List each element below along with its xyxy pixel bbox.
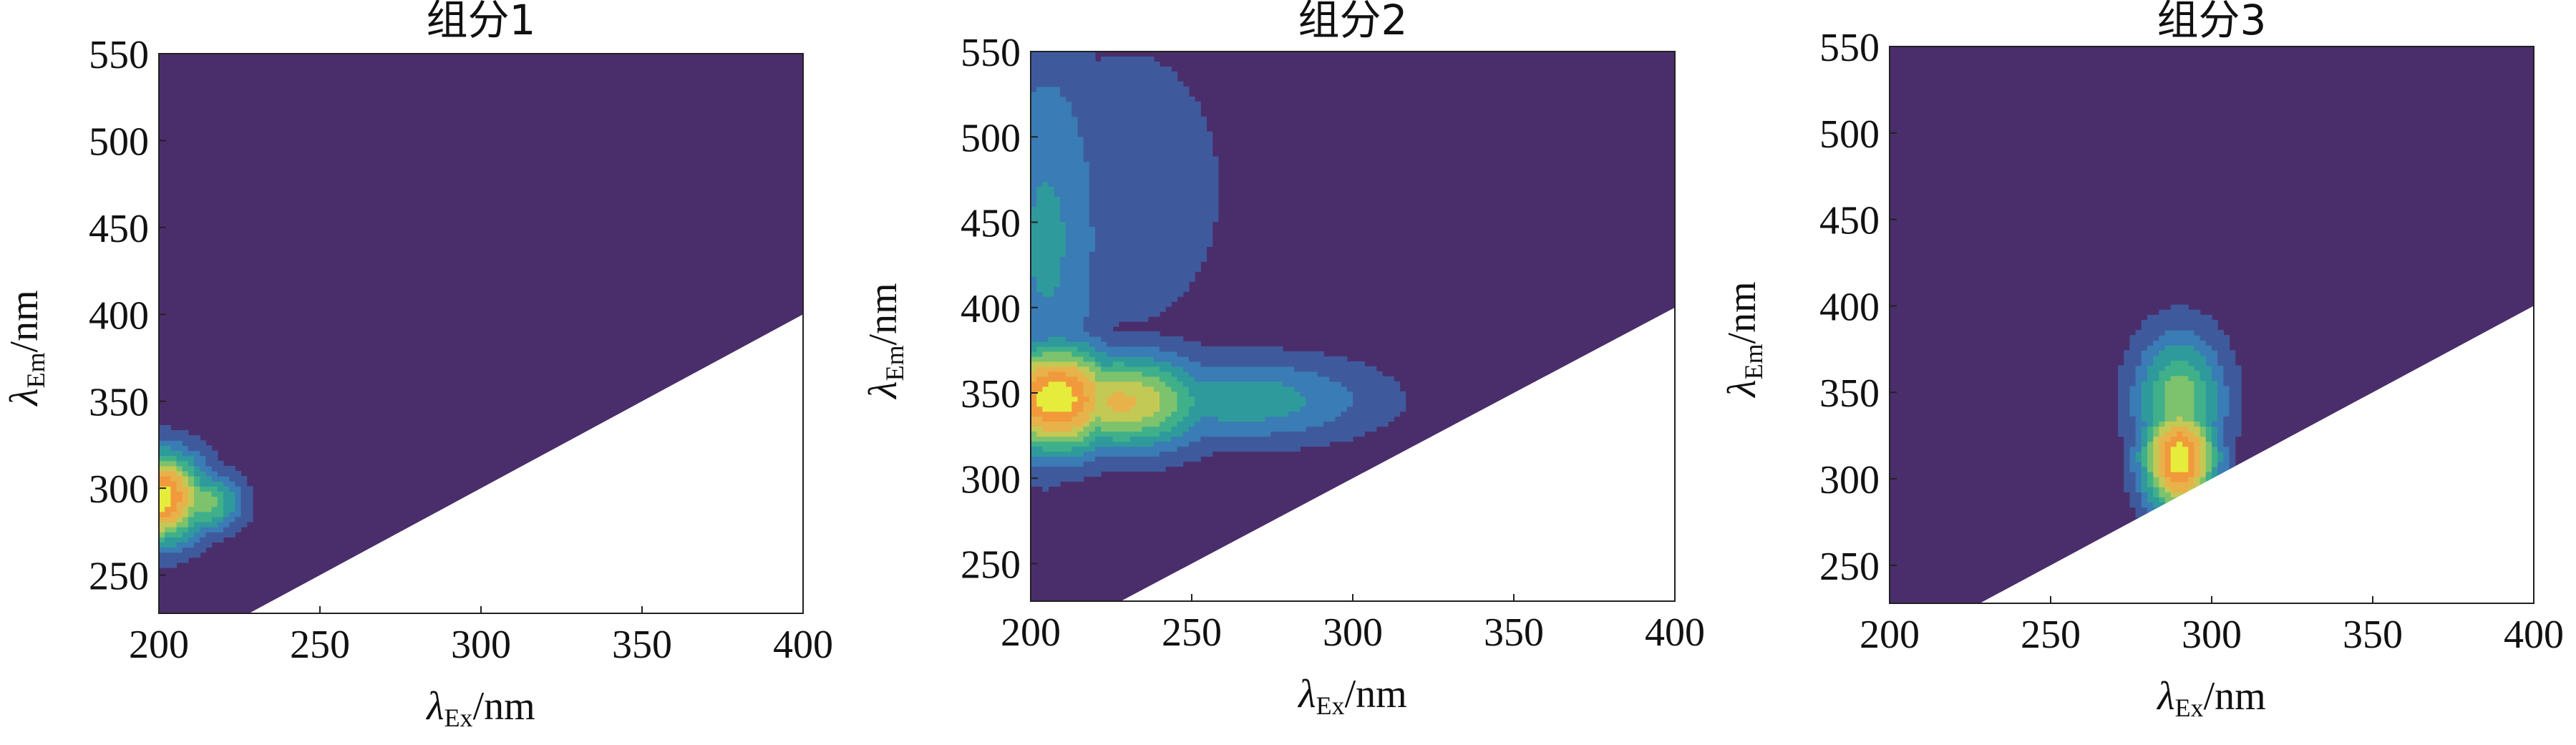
panel-component-1: 组分1 250 300 350 400 450 500 550 200 250 300 350 400 λ…: [0, 0, 858, 745]
y-tick-label: 350: [1819, 371, 1880, 416]
y-tick-label: 550: [89, 33, 149, 77]
y-tick-label: 250: [1819, 545, 1880, 589]
chart-title: 组分2: [1298, 0, 1408, 44]
y-axis-label: λEm/nm: [2, 290, 50, 406]
x-axis-label: λEx/nm: [1297, 672, 1406, 720]
masked-region: [1121, 307, 1675, 601]
y-axis-label: λEm/nm: [1720, 281, 1768, 398]
y-tick-label: 550: [1819, 26, 1880, 70]
y-tick-label: 250: [961, 543, 1021, 588]
x-tick-label: 300: [1323, 610, 1383, 655]
contour-chart-component-3: 组分3 250 300 350 400 450 500 550 200 250 300 350 400 λ…: [1720, 0, 2564, 722]
x-tick-label: 250: [1162, 610, 1222, 655]
contour-fill: [1031, 52, 1406, 492]
y-axis-label: λEm/nm: [861, 283, 909, 399]
x-tick-label: 250: [290, 623, 350, 667]
x-tick-label: 200: [1001, 610, 1061, 655]
x-tick-label: 200: [1860, 613, 1920, 657]
panel-component-2: 组分2 250 300 350 400 450 500 550 200 250 300 350 400 λ…: [859, 0, 1717, 745]
x-axis-label: λEx/nm: [2156, 674, 2265, 722]
y-tick-label: 450: [89, 207, 149, 251]
x-tick-label: 300: [2182, 613, 2242, 657]
contour-chart-component-1: 组分1 250 300 350 400 450 500 550 200 250 300 350 400 λ…: [2, 0, 833, 732]
y-tick-label: 400: [961, 287, 1021, 331]
y-tick-label: 500: [1819, 112, 1880, 157]
y-tick-label: 300: [1819, 458, 1880, 502]
y-tick-label: 550: [961, 31, 1021, 75]
x-tick-label: 350: [612, 623, 672, 667]
y-tick-label: 450: [961, 202, 1021, 246]
x-tick-label: 400: [2504, 613, 2564, 657]
x-tick-label: 350: [1484, 610, 1544, 655]
x-tick-label: 300: [451, 623, 511, 667]
x-tick-label: 400: [1645, 610, 1705, 655]
masked-region: [1980, 306, 2534, 603]
y-tick-label: 350: [961, 372, 1021, 417]
y-tick-label: 500: [89, 120, 149, 164]
chart-title: 组分1: [427, 0, 536, 44]
masked-region: [249, 314, 803, 613]
contour-fill: [2118, 304, 2242, 543]
x-axis-label: λEx/nm: [425, 684, 535, 732]
contour-chart-component-2: 组分2 250 300 350 400 450 500 550 200 250 300 350 400 λ…: [861, 0, 1705, 720]
y-tick-label: 450: [1819, 199, 1880, 243]
chart-title: 组分3: [2157, 0, 2267, 44]
x-tick-label: 350: [2343, 613, 2403, 657]
y-tick-label: 400: [89, 293, 149, 338]
x-tick-label: 200: [129, 623, 189, 667]
contour-fill: [159, 424, 253, 568]
y-tick-label: 350: [89, 381, 149, 425]
y-tick-label: 300: [89, 467, 149, 512]
x-tick-label: 250: [2021, 613, 2081, 657]
y-tick-label: 300: [961, 457, 1021, 502]
panel-component-3: 组分3 250 300 350 400 450 500 550 200 250 300 350 400 λ…: [1718, 0, 2576, 745]
x-tick-label: 400: [773, 623, 833, 667]
y-tick-label: 250: [89, 555, 149, 599]
y-tick-label: 400: [1819, 285, 1880, 329]
y-tick-label: 500: [961, 116, 1021, 160]
